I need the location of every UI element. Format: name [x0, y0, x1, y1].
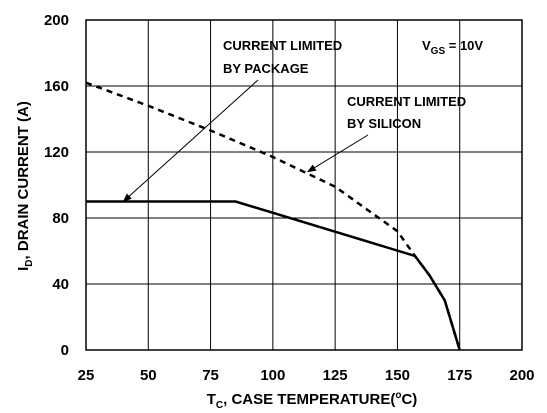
x-tick-label: 25 — [78, 367, 95, 384]
vgs-value: = 10V — [445, 38, 483, 53]
y-tick-label: 80 — [52, 210, 69, 227]
x-tick-label: 175 — [447, 367, 472, 384]
annotation-silicon-line-2: BY SILICON — [347, 116, 421, 131]
annotation-silicon-arrow — [306, 134, 369, 173]
y-axis-title: ID, DRAIN CURRENT (A) — [15, 101, 35, 271]
x-tick-label: 125 — [323, 367, 348, 384]
y-tick-label: 120 — [44, 144, 69, 161]
x-tick-label: 50 — [140, 367, 157, 384]
annotation-silicon-line-1: CURRENT LIMITED — [347, 94, 466, 109]
y-tick-label: 0 — [61, 342, 69, 359]
x-axis-unit: C) — [401, 391, 417, 408]
annotation-vgs: VGS = 10V — [422, 38, 483, 57]
data-series — [85, 81, 461, 351]
y-axis-text: , DRAIN CURRENT (A) — [15, 101, 32, 259]
annotation-package: CURRENT LIMITED BY PACKAGE — [122, 38, 342, 203]
x-axis-subscript: C — [216, 400, 223, 411]
y-tick-label: 40 — [52, 276, 69, 293]
y-tick-label: 200 — [44, 12, 69, 29]
y-axis-symbol: I — [15, 267, 32, 271]
y-tick-label: 160 — [44, 78, 69, 95]
vgs-subscript: GS — [431, 46, 446, 57]
plot-grid — [85, 19, 523, 351]
x-axis-superscript: o — [395, 390, 401, 401]
axis-ticks: 25 50 75 100 125 150 175 200 0 40 80 120 160 200 — [44, 12, 535, 384]
x-tick-label: 100 — [260, 367, 285, 384]
y-axis-subscript: D — [24, 259, 35, 266]
plot-frame — [85, 19, 523, 351]
x-tick-label: 200 — [509, 367, 534, 384]
annotation-package-arrow — [122, 79, 259, 203]
x-tick-label: 150 — [385, 367, 410, 384]
series-line-dashed — [85, 81, 461, 351]
x-axis-title: TC, CASE TEMPERATURE(oC) — [207, 390, 418, 411]
annotation-silicon: CURRENT LIMITED BY SILICON — [306, 94, 466, 173]
x-tick-label: 75 — [202, 367, 219, 384]
annotation-package-line-1: CURRENT LIMITED — [223, 38, 342, 53]
annotation-package-line-2: BY PACKAGE — [223, 61, 309, 76]
vgs-symbol: V — [422, 38, 431, 53]
x-axis-text: , CASE TEMPERATURE( — [223, 391, 395, 408]
x-axis-symbol: T — [207, 391, 216, 408]
